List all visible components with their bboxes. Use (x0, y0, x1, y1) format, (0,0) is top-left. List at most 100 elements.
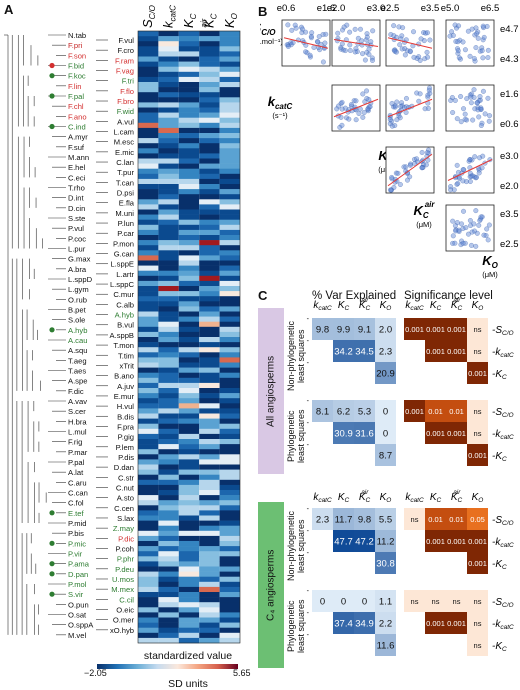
heatmap-cell (199, 541, 220, 547)
sig-value: 0.001 (426, 429, 445, 438)
heatmap-cell (199, 316, 220, 322)
heatmap-cell (199, 439, 220, 445)
top-tick-label: e1.6 (317, 3, 336, 14)
var-value: 2.3 (316, 515, 329, 526)
heatmap-cell (138, 607, 159, 613)
var-cell (375, 318, 396, 340)
sig-value: 0.001 (447, 347, 466, 356)
heatmap-cell (219, 464, 240, 470)
var-cell (333, 400, 354, 422)
var-value: 2.3 (379, 347, 392, 358)
heatmap-cell (138, 280, 159, 287)
heatmap-cell (178, 337, 200, 343)
scatter-point (411, 29, 417, 35)
heatmap-cell (158, 561, 179, 567)
heatmap-cell (178, 388, 200, 394)
heatmap-cell (199, 306, 220, 312)
top-tick-label: e2.5 (381, 3, 400, 14)
heatmap-cell (199, 46, 220, 52)
taxon-label: O.sat (68, 611, 87, 620)
heatmap-cell (158, 127, 179, 134)
taxon-label: F.vag (116, 67, 134, 76)
scatter-point (414, 90, 420, 96)
heatmap-cell (138, 326, 159, 333)
var-value: 8.1 (316, 407, 329, 418)
row-unit: (s⁻¹) (272, 111, 288, 120)
heatmap-cell (219, 66, 240, 73)
taxon-label: P.dic (118, 534, 134, 543)
heatmap-cell (158, 566, 179, 572)
heatmap-cell (219, 388, 240, 394)
tick-mark: - (307, 632, 310, 639)
scatter-point (422, 56, 428, 62)
heatmap-cell (199, 326, 220, 333)
sig-cell (446, 530, 467, 552)
column-header-label: KO (222, 13, 239, 28)
heatmap-cell (138, 102, 159, 108)
heatmap-cell (138, 219, 159, 226)
scatter-point (334, 106, 340, 112)
var-value: 8.7 (379, 451, 392, 462)
taxon-label: C.fol (68, 499, 84, 508)
heatmap-cell (138, 362, 159, 368)
heatmap-cell (178, 158, 200, 164)
heatmap-cell (138, 372, 159, 379)
heatmap-cell (178, 627, 200, 634)
sig-cell (467, 508, 488, 530)
var-cell (333, 530, 354, 552)
heatmap-cell (178, 382, 200, 389)
scatter-point (480, 153, 486, 159)
heatmap-cell (199, 357, 220, 363)
heatmap-cell (158, 36, 179, 42)
heatmap-cell (178, 153, 200, 159)
heatmap-cell (219, 479, 240, 486)
heatmap-cell (199, 158, 220, 164)
sig-col-header: kcatC (405, 492, 424, 504)
heatmap-cell (178, 148, 200, 154)
heatmap-cell (199, 122, 220, 129)
taxon-label: E.mic (115, 148, 134, 157)
var-value: 11.2 (377, 537, 395, 548)
scatter-point (418, 36, 424, 42)
scatter-point (419, 165, 425, 171)
scatter-point (404, 177, 410, 183)
heatmap-cell (178, 168, 200, 175)
heatmap-cell (199, 173, 220, 180)
heatmap-cell (138, 112, 159, 118)
row-header: -SC/O (492, 597, 514, 609)
heatmap-cell (219, 138, 240, 144)
heatmap-cell (199, 153, 220, 159)
taxon-label: A.bra (68, 265, 87, 274)
heatmap-cell (178, 204, 200, 210)
heatmap-cell (178, 275, 200, 282)
sig-value: ns (474, 429, 482, 438)
scatter-point (348, 102, 354, 108)
heatmap-cell (178, 520, 200, 526)
var-value: 0 (383, 407, 388, 418)
sig-value: ns (474, 325, 482, 334)
var-cell (375, 422, 396, 444)
scatter-point (303, 49, 309, 55)
var-cell (312, 508, 333, 530)
heatmap-cell (158, 158, 179, 164)
scatter-point (467, 157, 473, 163)
column-header: kcatC (161, 5, 178, 28)
heatmap-cell (219, 556, 240, 562)
taxon-label: E.mur (114, 392, 135, 401)
taxon-label: C.eci (68, 173, 86, 182)
taxon-label: N.tab (68, 31, 86, 40)
heatmap-cell (138, 66, 159, 73)
heatmap-cell (158, 586, 179, 593)
var-cell (375, 340, 396, 362)
scatter-point (486, 222, 492, 228)
scatter-point (397, 182, 403, 188)
heatmap-cell (219, 184, 240, 190)
heatmap-cell (178, 296, 200, 302)
heatmap-cell (219, 484, 240, 491)
taxon-label: O.pun (68, 600, 89, 609)
sig-value: ns (474, 619, 482, 628)
sig-col-header: KC (430, 492, 442, 504)
heatmap-cell (138, 235, 159, 241)
scatter-point (309, 30, 315, 36)
heatmap-cell (158, 286, 179, 292)
